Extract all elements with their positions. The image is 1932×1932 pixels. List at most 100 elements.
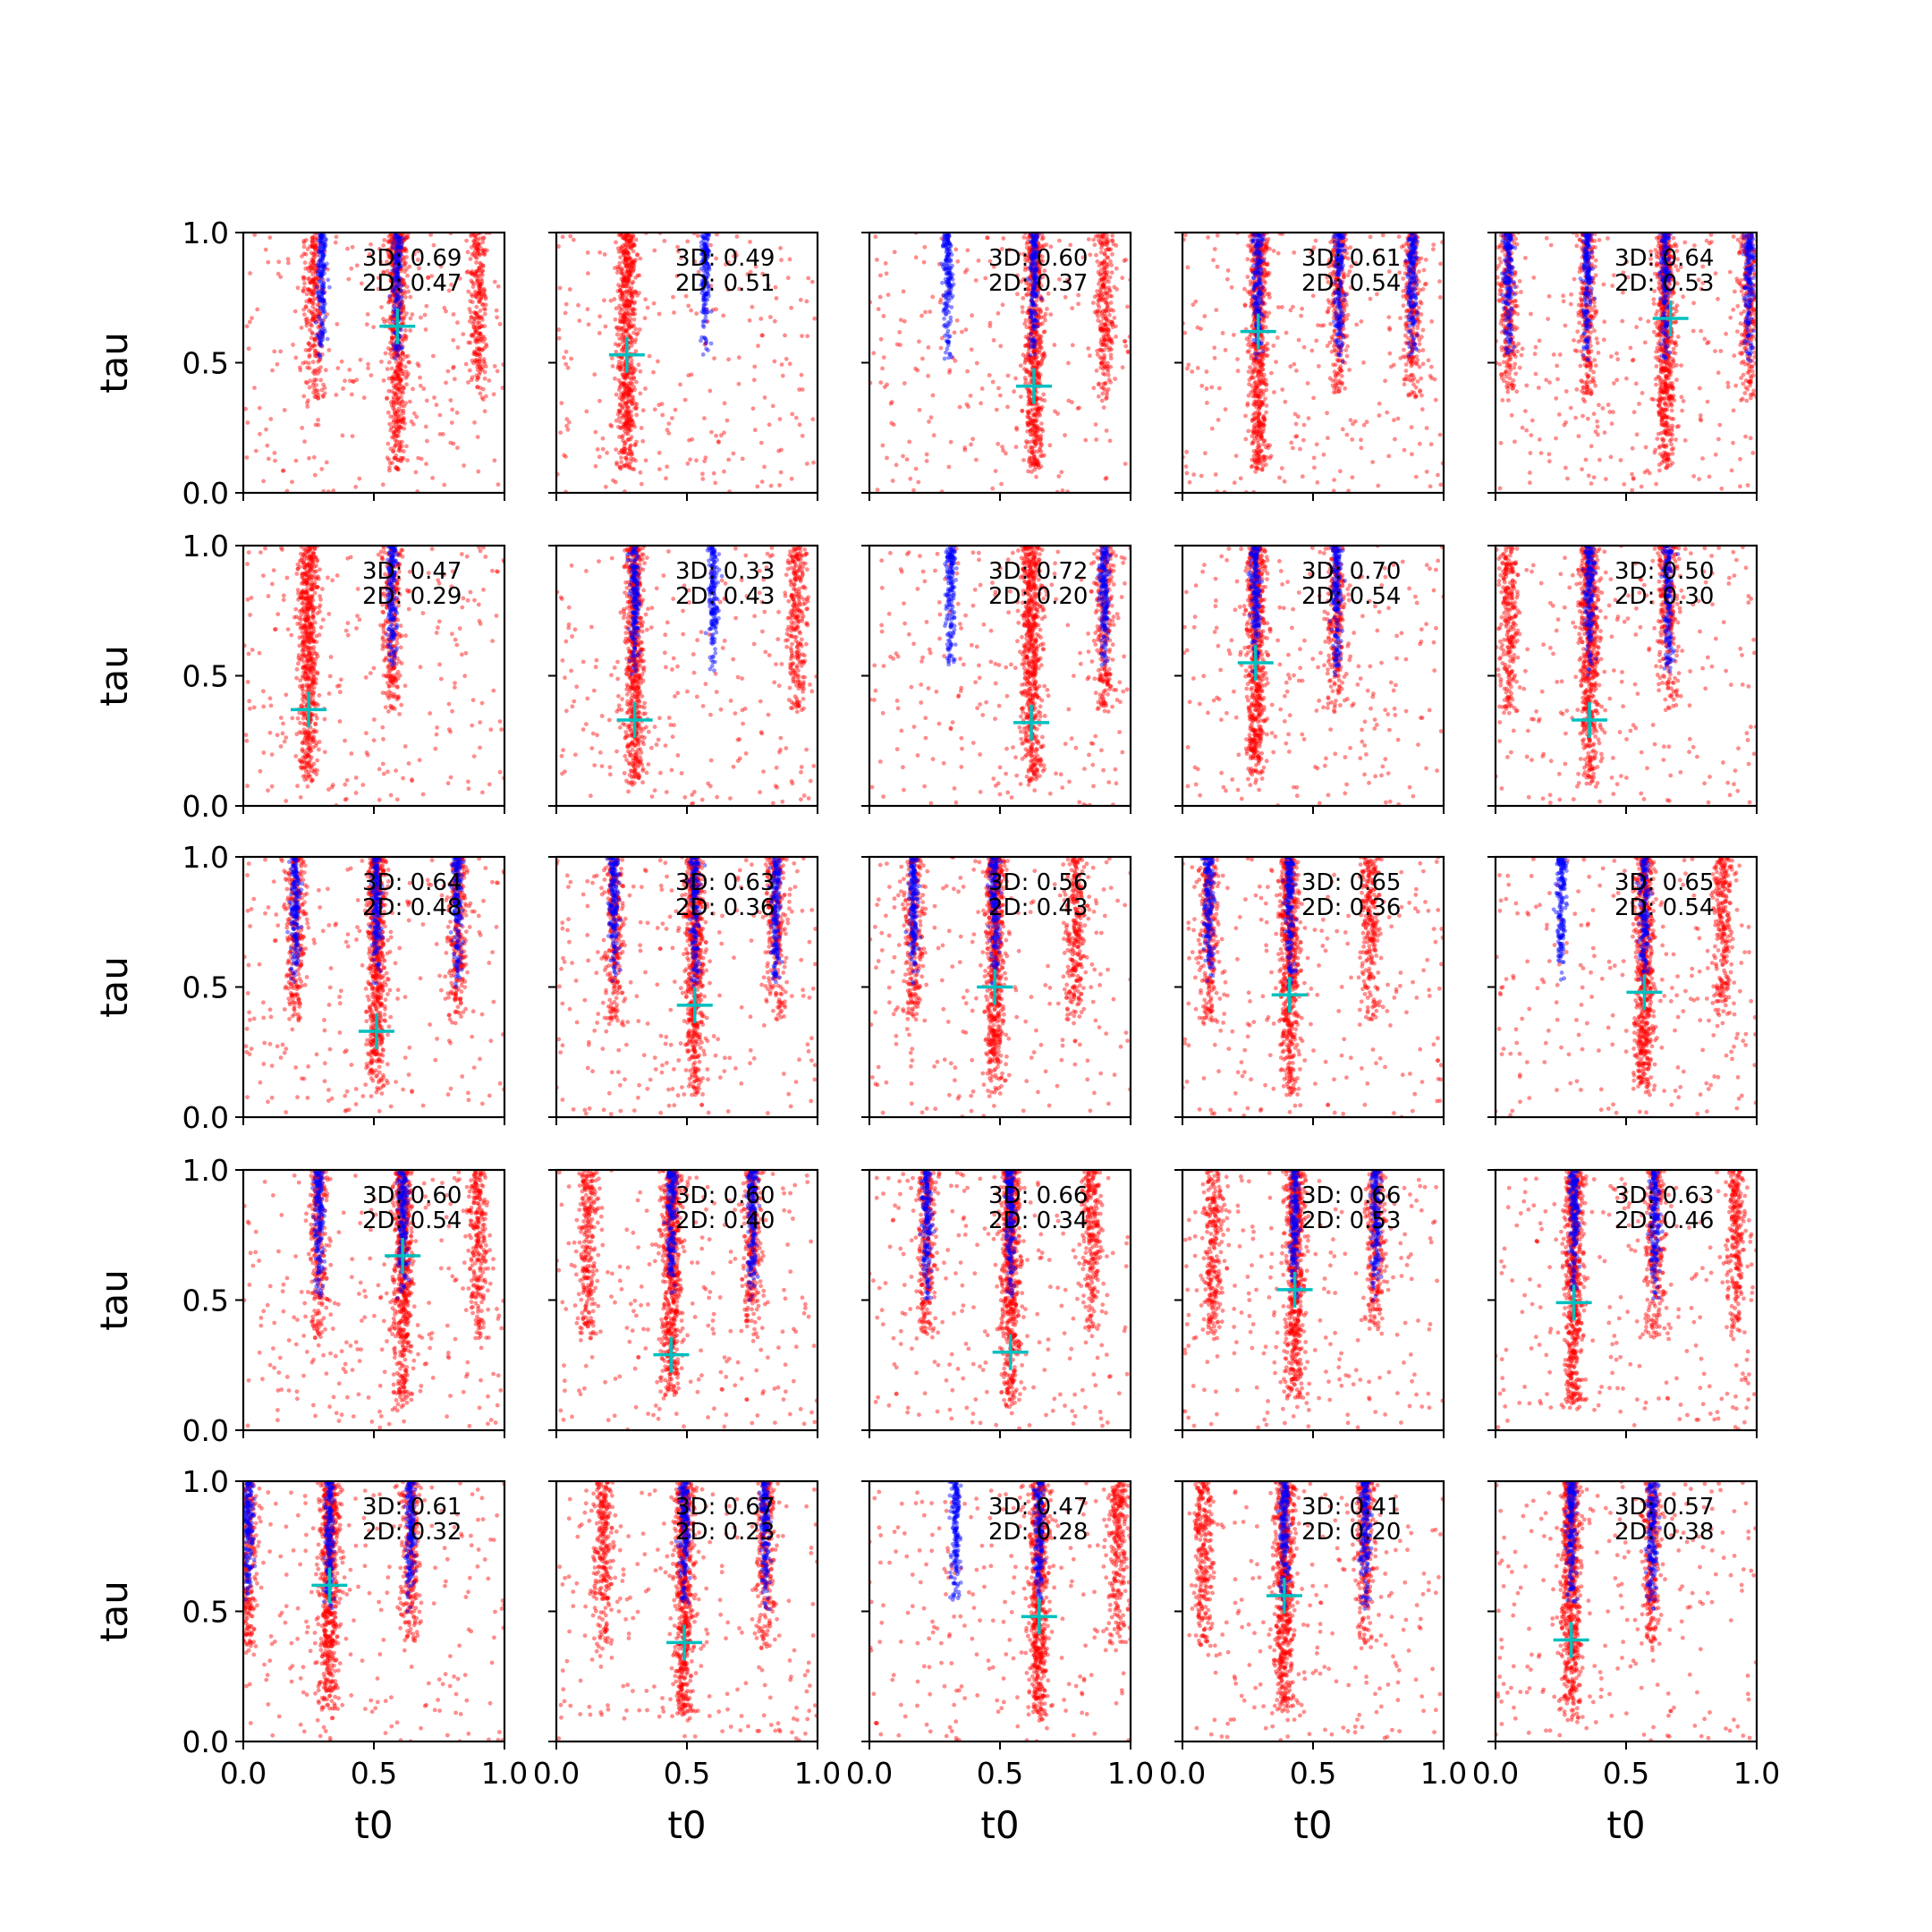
scatter-point [622, 344, 626, 349]
scatter-point [619, 448, 624, 453]
scatter-point [704, 267, 709, 272]
scatter-point [394, 251, 398, 257]
scatter-point [1122, 258, 1127, 263]
scatter-point [1030, 360, 1034, 365]
scatter-point [393, 236, 398, 242]
scatter-point [624, 264, 630, 269]
scatter-point [1092, 309, 1097, 315]
scatter-point [1261, 427, 1266, 432]
scatter-point [1243, 413, 1248, 419]
scatter-point [1048, 312, 1054, 317]
scatter-point [620, 336, 624, 342]
scatter-point [624, 372, 629, 377]
scatter-point [1251, 417, 1256, 421]
scatter-point [1103, 248, 1108, 252]
scatter-point [629, 299, 634, 303]
scatter-point [1249, 301, 1254, 306]
scatter-point [392, 303, 397, 309]
scatter-point [398, 310, 403, 316]
scatter-point [308, 264, 313, 269]
scatter-point [395, 373, 401, 378]
scatter-point [401, 304, 406, 309]
scatter-point [1250, 323, 1255, 327]
scatter-point [1035, 373, 1039, 377]
scatter-point [470, 375, 475, 380]
scatter-point [629, 324, 634, 329]
scatter-point [1032, 425, 1037, 430]
scatter-point [1293, 421, 1299, 427]
scatter-point [944, 305, 949, 309]
scatter-point [1238, 476, 1243, 481]
scatter-point [1265, 347, 1270, 352]
scatter-point [1032, 318, 1038, 323]
scatter-point [314, 383, 318, 387]
scatter-point [1392, 418, 1396, 423]
scatter-point [471, 325, 477, 330]
scatter-point [475, 376, 480, 380]
scatter-point [1408, 270, 1413, 275]
scatter-point [623, 377, 628, 382]
scatter-point [1250, 297, 1254, 302]
scatter-point [1199, 326, 1203, 332]
scatter-point [629, 301, 633, 305]
scatter-point [707, 264, 712, 268]
scatter-point [597, 454, 602, 460]
scatter-point [477, 299, 482, 304]
scatter-point [758, 317, 764, 321]
scatter-point [631, 467, 637, 472]
scatter-point [317, 279, 322, 284]
scatter-point [1260, 423, 1266, 428]
scatter-point [1028, 352, 1033, 358]
scatter-point [1108, 301, 1114, 305]
scatter-point [629, 236, 634, 242]
scatter-point [1034, 238, 1039, 243]
scatter-point [397, 250, 402, 255]
scatter-point [1260, 357, 1266, 361]
scatter-point [393, 260, 397, 266]
scatter-point [703, 258, 708, 263]
scatter-point [1214, 308, 1219, 312]
scatter-point [477, 289, 481, 293]
scatter-point [391, 309, 396, 314]
scatter-point [339, 359, 344, 364]
scatter-point [1261, 315, 1267, 319]
scatter-point [301, 360, 306, 366]
scatter-point [1028, 245, 1032, 250]
scatter-point [316, 276, 321, 282]
scatter-point [629, 413, 634, 419]
scatter-point [623, 389, 627, 394]
scatter-point [705, 271, 710, 276]
scatter-point [483, 296, 488, 301]
scatter-point [1031, 349, 1036, 353]
scatter-point [671, 294, 675, 300]
scatter-point [390, 245, 395, 250]
scatter-point [1021, 235, 1027, 240]
scatter-point [1036, 269, 1041, 274]
scatter-point [1254, 429, 1259, 435]
scatter-point [392, 455, 397, 461]
scatter-point [629, 423, 633, 428]
scatter-point [1097, 298, 1102, 303]
scatter-point [1254, 351, 1259, 356]
scatter-point [926, 345, 931, 350]
scatter-point [1248, 282, 1253, 287]
scatter-point [1252, 279, 1258, 284]
scatter-point [1259, 367, 1265, 372]
scatter-point [466, 380, 470, 385]
scatter-point [945, 343, 951, 348]
scatter-point [392, 391, 397, 395]
scatter-point [948, 249, 953, 254]
scatter-point [1255, 283, 1260, 287]
scatter-point [398, 424, 403, 429]
scatter-point [1259, 272, 1264, 276]
scatter-point [626, 389, 631, 394]
scatter-point [1123, 462, 1128, 466]
scatter-point [403, 354, 409, 360]
scatter-point [1026, 346, 1031, 351]
scatter-point [617, 409, 623, 413]
scatter-point [945, 240, 950, 245]
scatter-point [946, 279, 951, 284]
scatter-point [316, 248, 321, 253]
scatter-point [388, 255, 394, 259]
scatter-point [1256, 412, 1261, 418]
